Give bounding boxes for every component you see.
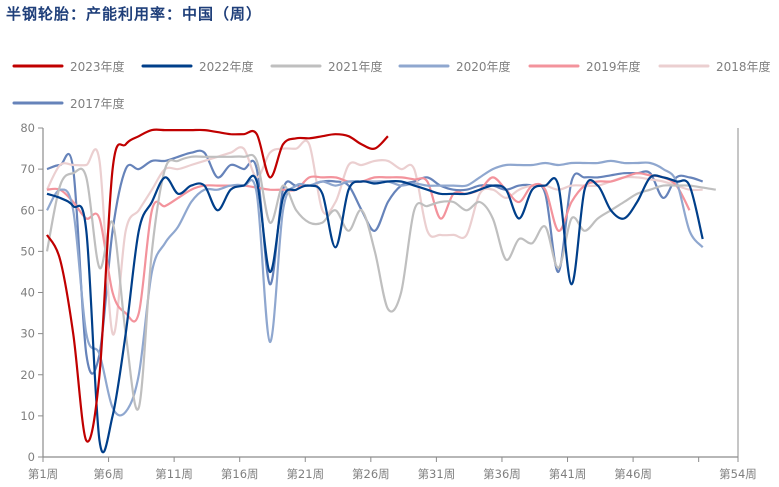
y-tick-label: 60 — [20, 203, 35, 217]
x-tick-label: 第1周 — [28, 467, 58, 481]
x-tick-label: 第11周 — [155, 467, 193, 481]
chart-title: 半钢轮胎：产能利用率：中国（周） — [6, 5, 263, 23]
legend-label: 2022年度 — [199, 59, 254, 74]
x-tick-label: 第46周 — [614, 467, 652, 481]
x-tick-label: 第21周 — [286, 467, 324, 481]
x-tick-label: 第36周 — [483, 467, 521, 481]
y-tick-label: 40 — [20, 286, 35, 300]
y-tick-label: 20 — [20, 368, 35, 382]
series-line-2023 — [46, 128, 389, 443]
legend-label: 2021年度 — [328, 59, 383, 74]
series-line-2018 — [46, 139, 703, 336]
x-tick-label: 第54周 — [719, 467, 757, 481]
x-tick-label: 第31周 — [418, 467, 456, 481]
series-line-2019 — [46, 172, 691, 323]
legend-label: 2020年度 — [456, 59, 511, 74]
y-tick-label: 30 — [20, 327, 35, 341]
series-line-2021 — [45, 153, 716, 411]
legend-label: 2023年度 — [70, 59, 125, 74]
legend-label: 2019年度 — [586, 59, 641, 74]
x-tick-label: 第16周 — [221, 467, 259, 481]
y-tick-label: 50 — [20, 244, 35, 258]
series-line-2022 — [46, 174, 704, 454]
x-tick-label: 第6周 — [93, 467, 123, 481]
y-tick-label: 10 — [20, 409, 35, 423]
y-tick-label: 80 — [20, 121, 35, 135]
y-tick-label: 70 — [20, 162, 35, 176]
x-tick-label: 第41周 — [549, 467, 587, 481]
x-tick-label: 第26周 — [352, 467, 390, 481]
y-tick-label: 0 — [28, 450, 35, 464]
legend-label: 2018年度 — [716, 59, 771, 74]
legend-label: 2017年度 — [70, 96, 125, 111]
